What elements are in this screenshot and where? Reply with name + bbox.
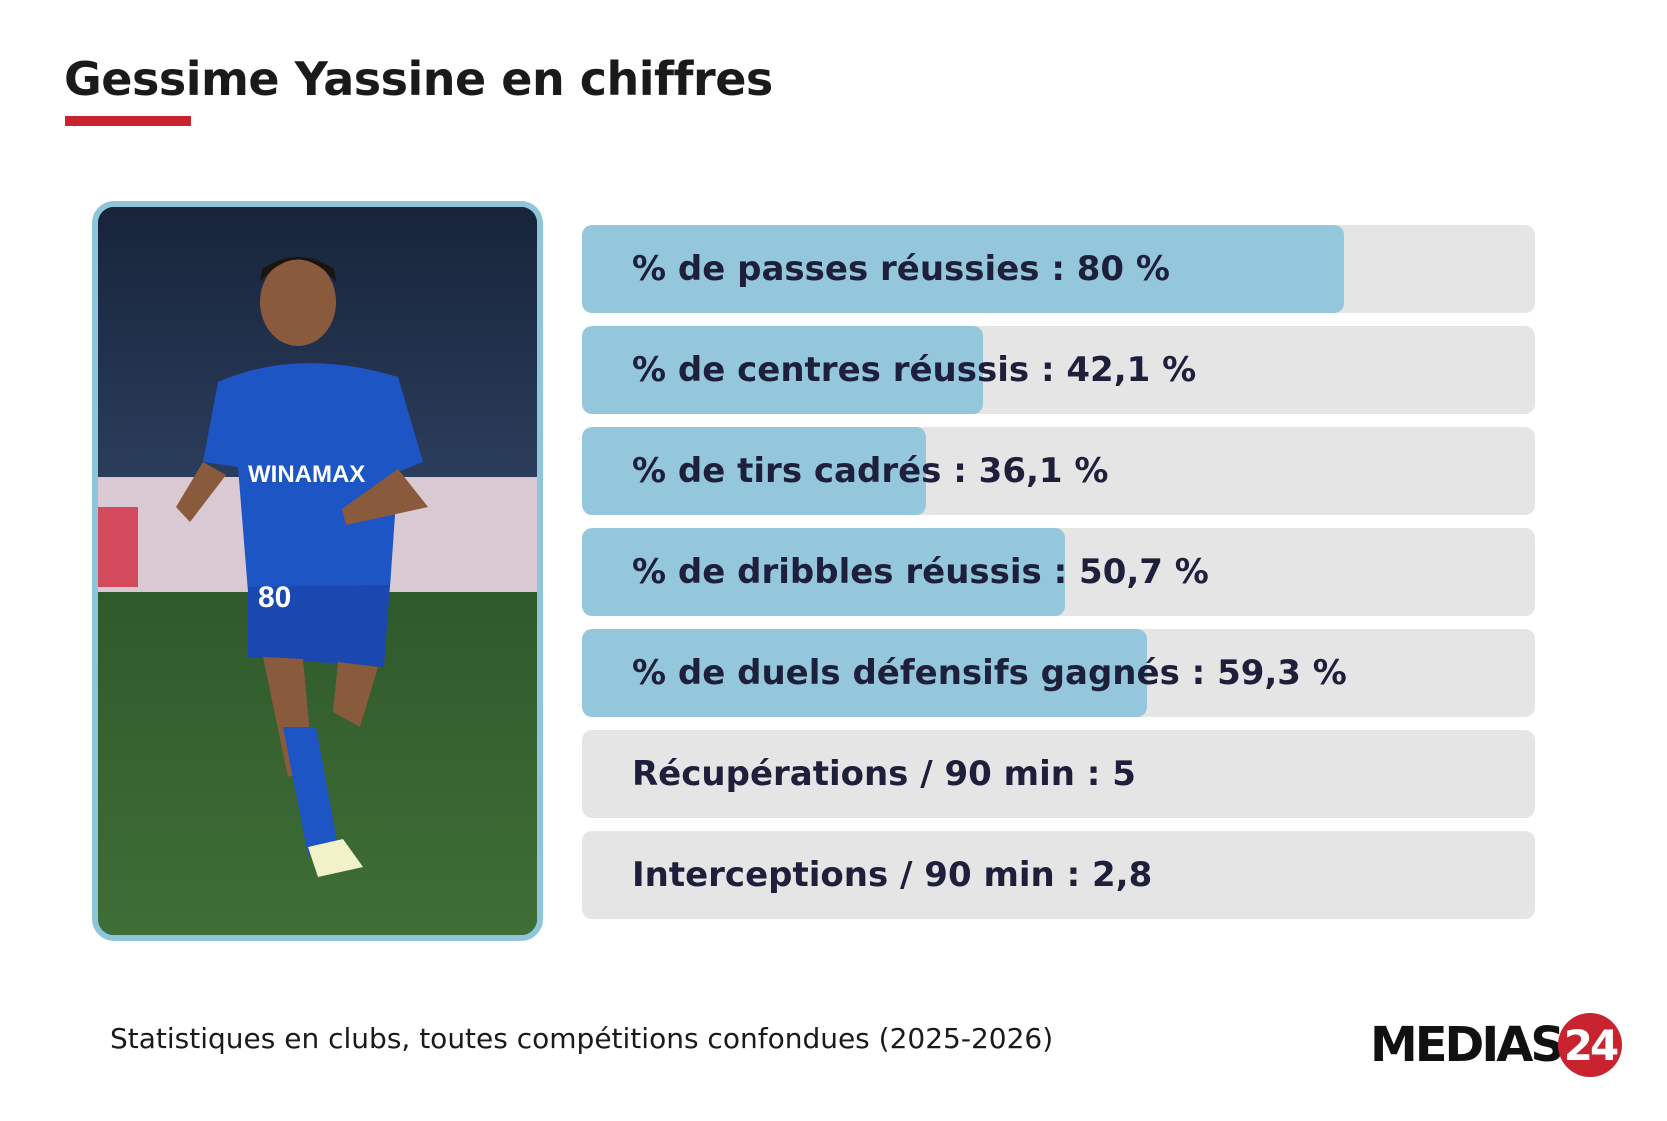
stat-bar-label: Interceptions / 90 min : 2,8: [632, 855, 1153, 895]
stat-bar-label: Récupérations / 90 min : 5: [632, 754, 1136, 794]
stat-bar-row: % de tirs cadrés : 36,1 %: [582, 427, 1535, 515]
stat-bar-fill: [582, 427, 927, 515]
logo-badge: 24: [1557, 1013, 1622, 1077]
stat-bar-row: % de duels défensifs gagnés : 59,3 %: [582, 629, 1535, 717]
shirt-number: 80: [258, 581, 291, 614]
stat-bar-fill: [582, 629, 1148, 717]
page-title: Gessime Yassine en chiffres: [64, 52, 773, 106]
footnote: Statistiques en clubs, toutes compétitio…: [110, 1022, 1054, 1055]
stat-bar-label: % de dribbles réussis : 50,7 %: [632, 552, 1209, 592]
title-underline: [65, 116, 191, 126]
stat-bar-row: Récupérations / 90 min : 5: [582, 730, 1535, 818]
stat-bar-row: Interceptions / 90 min : 2,8: [582, 831, 1535, 919]
stat-bar-row: % de centres réussis : 42,1 %: [582, 326, 1535, 414]
stat-bar-fill: [582, 326, 984, 414]
player-photo: WINAMAX 80: [92, 201, 543, 941]
stat-bar-label: % de passes réussies : 80 %: [632, 249, 1170, 289]
logo-text: MEDIAS: [1370, 1017, 1565, 1073]
player-photo-illustration: WINAMAX 80: [98, 207, 537, 935]
stat-bar-label: % de centres réussis : 42,1 %: [632, 350, 1197, 390]
stat-bar-row: % de passes réussies : 80 %: [582, 225, 1535, 313]
medias24-logo: MEDIAS 24: [1370, 1010, 1622, 1080]
shirt-sponsor: WINAMAX: [248, 461, 365, 488]
stat-bar-row: % de dribbles réussis : 50,7 %: [582, 528, 1535, 616]
stats-bar-chart: % de passes réussies : 80 % % de centres …: [582, 225, 1535, 932]
stat-bar-label: % de tirs cadrés : 36,1 %: [632, 451, 1109, 491]
stat-bar-fill: [582, 225, 1345, 313]
stat-bar-fill: [582, 528, 1066, 616]
stat-bar-label: % de duels défensifs gagnés : 59,3 %: [632, 653, 1347, 693]
